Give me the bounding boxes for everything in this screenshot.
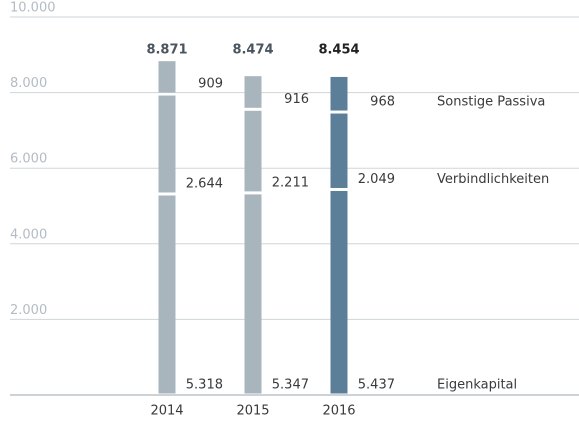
value-label: 5.318 [186,378,223,393]
bar-segment [330,190,348,394]
legend-label: Eigenkapital [437,378,517,393]
bar-segment [158,61,176,93]
bar-segment [330,113,348,188]
value-label: 968 [370,95,395,110]
total-label: 8.871 [146,43,187,58]
x-tick-label: 2014 [150,404,183,419]
y-tick-label: 4.000 [10,227,47,242]
value-label: 5.347 [272,378,309,393]
x-tick-label: 2015 [236,404,269,419]
legend-label: Sonstige Passiva [437,95,545,110]
bar-segment [244,110,262,192]
bar-segment [244,76,262,108]
value-label: 909 [198,77,223,92]
total-label: 8.474 [232,43,273,58]
y-tick-label: 2.000 [10,303,47,318]
bar-segment [158,95,176,193]
value-label: 2.049 [358,172,395,187]
legend-label: Verbindlichkeiten [437,172,549,187]
value-label: 5.437 [358,378,395,393]
value-label: 2.644 [186,176,223,191]
y-tick-label: 8.000 [10,76,47,91]
bar-segment [330,76,348,111]
y-tick-label: 6.000 [10,152,47,167]
y-tick-label: 10.000 [10,1,56,16]
x-tick-label: 2016 [322,404,355,419]
value-label: 2.211 [272,175,309,190]
total-label: 8.454 [318,43,359,58]
bar-segment [244,194,262,394]
bar-segment [158,195,176,394]
value-label: 916 [284,92,309,107]
